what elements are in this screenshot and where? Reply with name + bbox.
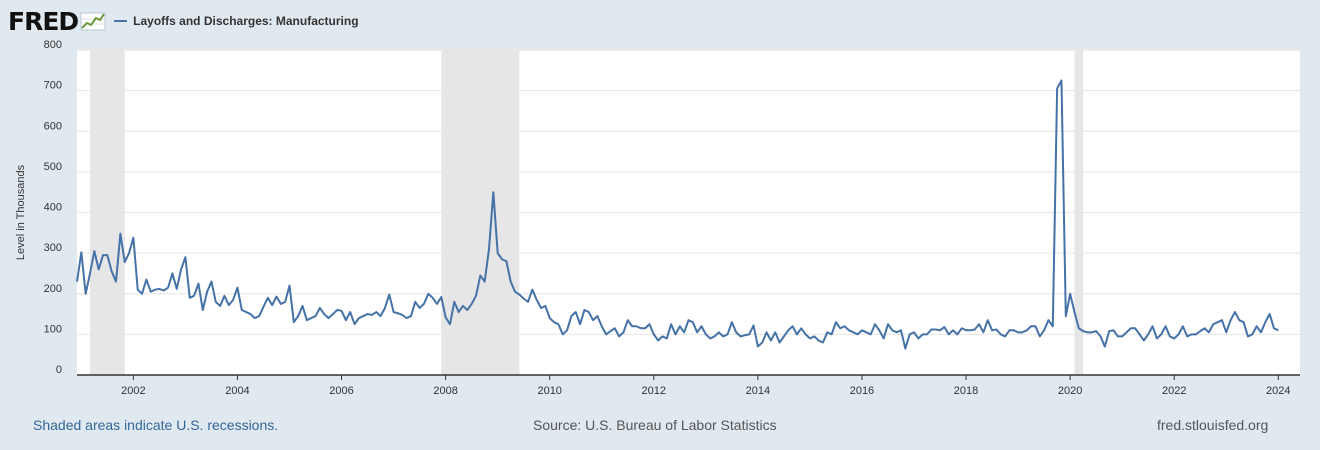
- legend-line-swatch: [114, 20, 128, 22]
- x-tick-label-2018: 2018: [954, 385, 978, 397]
- x-tick-label-2016: 2016: [850, 385, 874, 397]
- site-link[interactable]: fred.stlouisfed.org: [1157, 417, 1269, 433]
- y-tick-label-800: 800: [44, 39, 62, 51]
- legend-label: Layoffs and Discharges: Manufacturing: [133, 14, 359, 28]
- recession-note: Shaded areas indicate U.S. recessions.: [33, 417, 279, 433]
- fred-logo-text: FRED: [8, 6, 79, 36]
- x-tick-label-2002: 2002: [121, 385, 145, 397]
- y-tick-label-0: 0: [56, 364, 62, 376]
- y-tick-label-400: 400: [44, 202, 62, 214]
- fred-logo[interactable]: FRED: [8, 9, 106, 34]
- y-tick-label-500: 500: [44, 161, 62, 173]
- y-tick-label-200: 200: [44, 283, 62, 295]
- x-tick-label-2022: 2022: [1162, 385, 1186, 397]
- y-tick-label-300: 300: [44, 242, 62, 254]
- y-tick-label-700: 700: [44, 80, 62, 92]
- x-tick-label-2004: 2004: [225, 385, 249, 397]
- source-note: Source: U.S. Bureau of Labor Statistics: [533, 417, 777, 433]
- series-line-manufacturing-layoffs: [76, 79, 1279, 350]
- x-tick-label-2008: 2008: [433, 385, 457, 397]
- x-tick-label-2010: 2010: [537, 385, 561, 397]
- y-tick-label-600: 600: [44, 120, 62, 132]
- y-tick-label-100: 100: [44, 323, 62, 335]
- x-tick-label-2024: 2024: [1266, 385, 1290, 397]
- x-tick-label-2006: 2006: [329, 385, 353, 397]
- x-tick-label-2020: 2020: [1058, 385, 1082, 397]
- chart-header: FRED Layoffs and Discharges: Manufacturi…: [8, 6, 359, 36]
- x-tick-label-2014: 2014: [746, 385, 770, 397]
- fred-logo-graph-icon: [80, 12, 106, 31]
- x-tick-label-2012: 2012: [642, 385, 666, 397]
- legend[interactable]: Layoffs and Discharges: Manufacturing: [114, 14, 359, 28]
- y-axis-title: Level in Thousands: [15, 164, 27, 260]
